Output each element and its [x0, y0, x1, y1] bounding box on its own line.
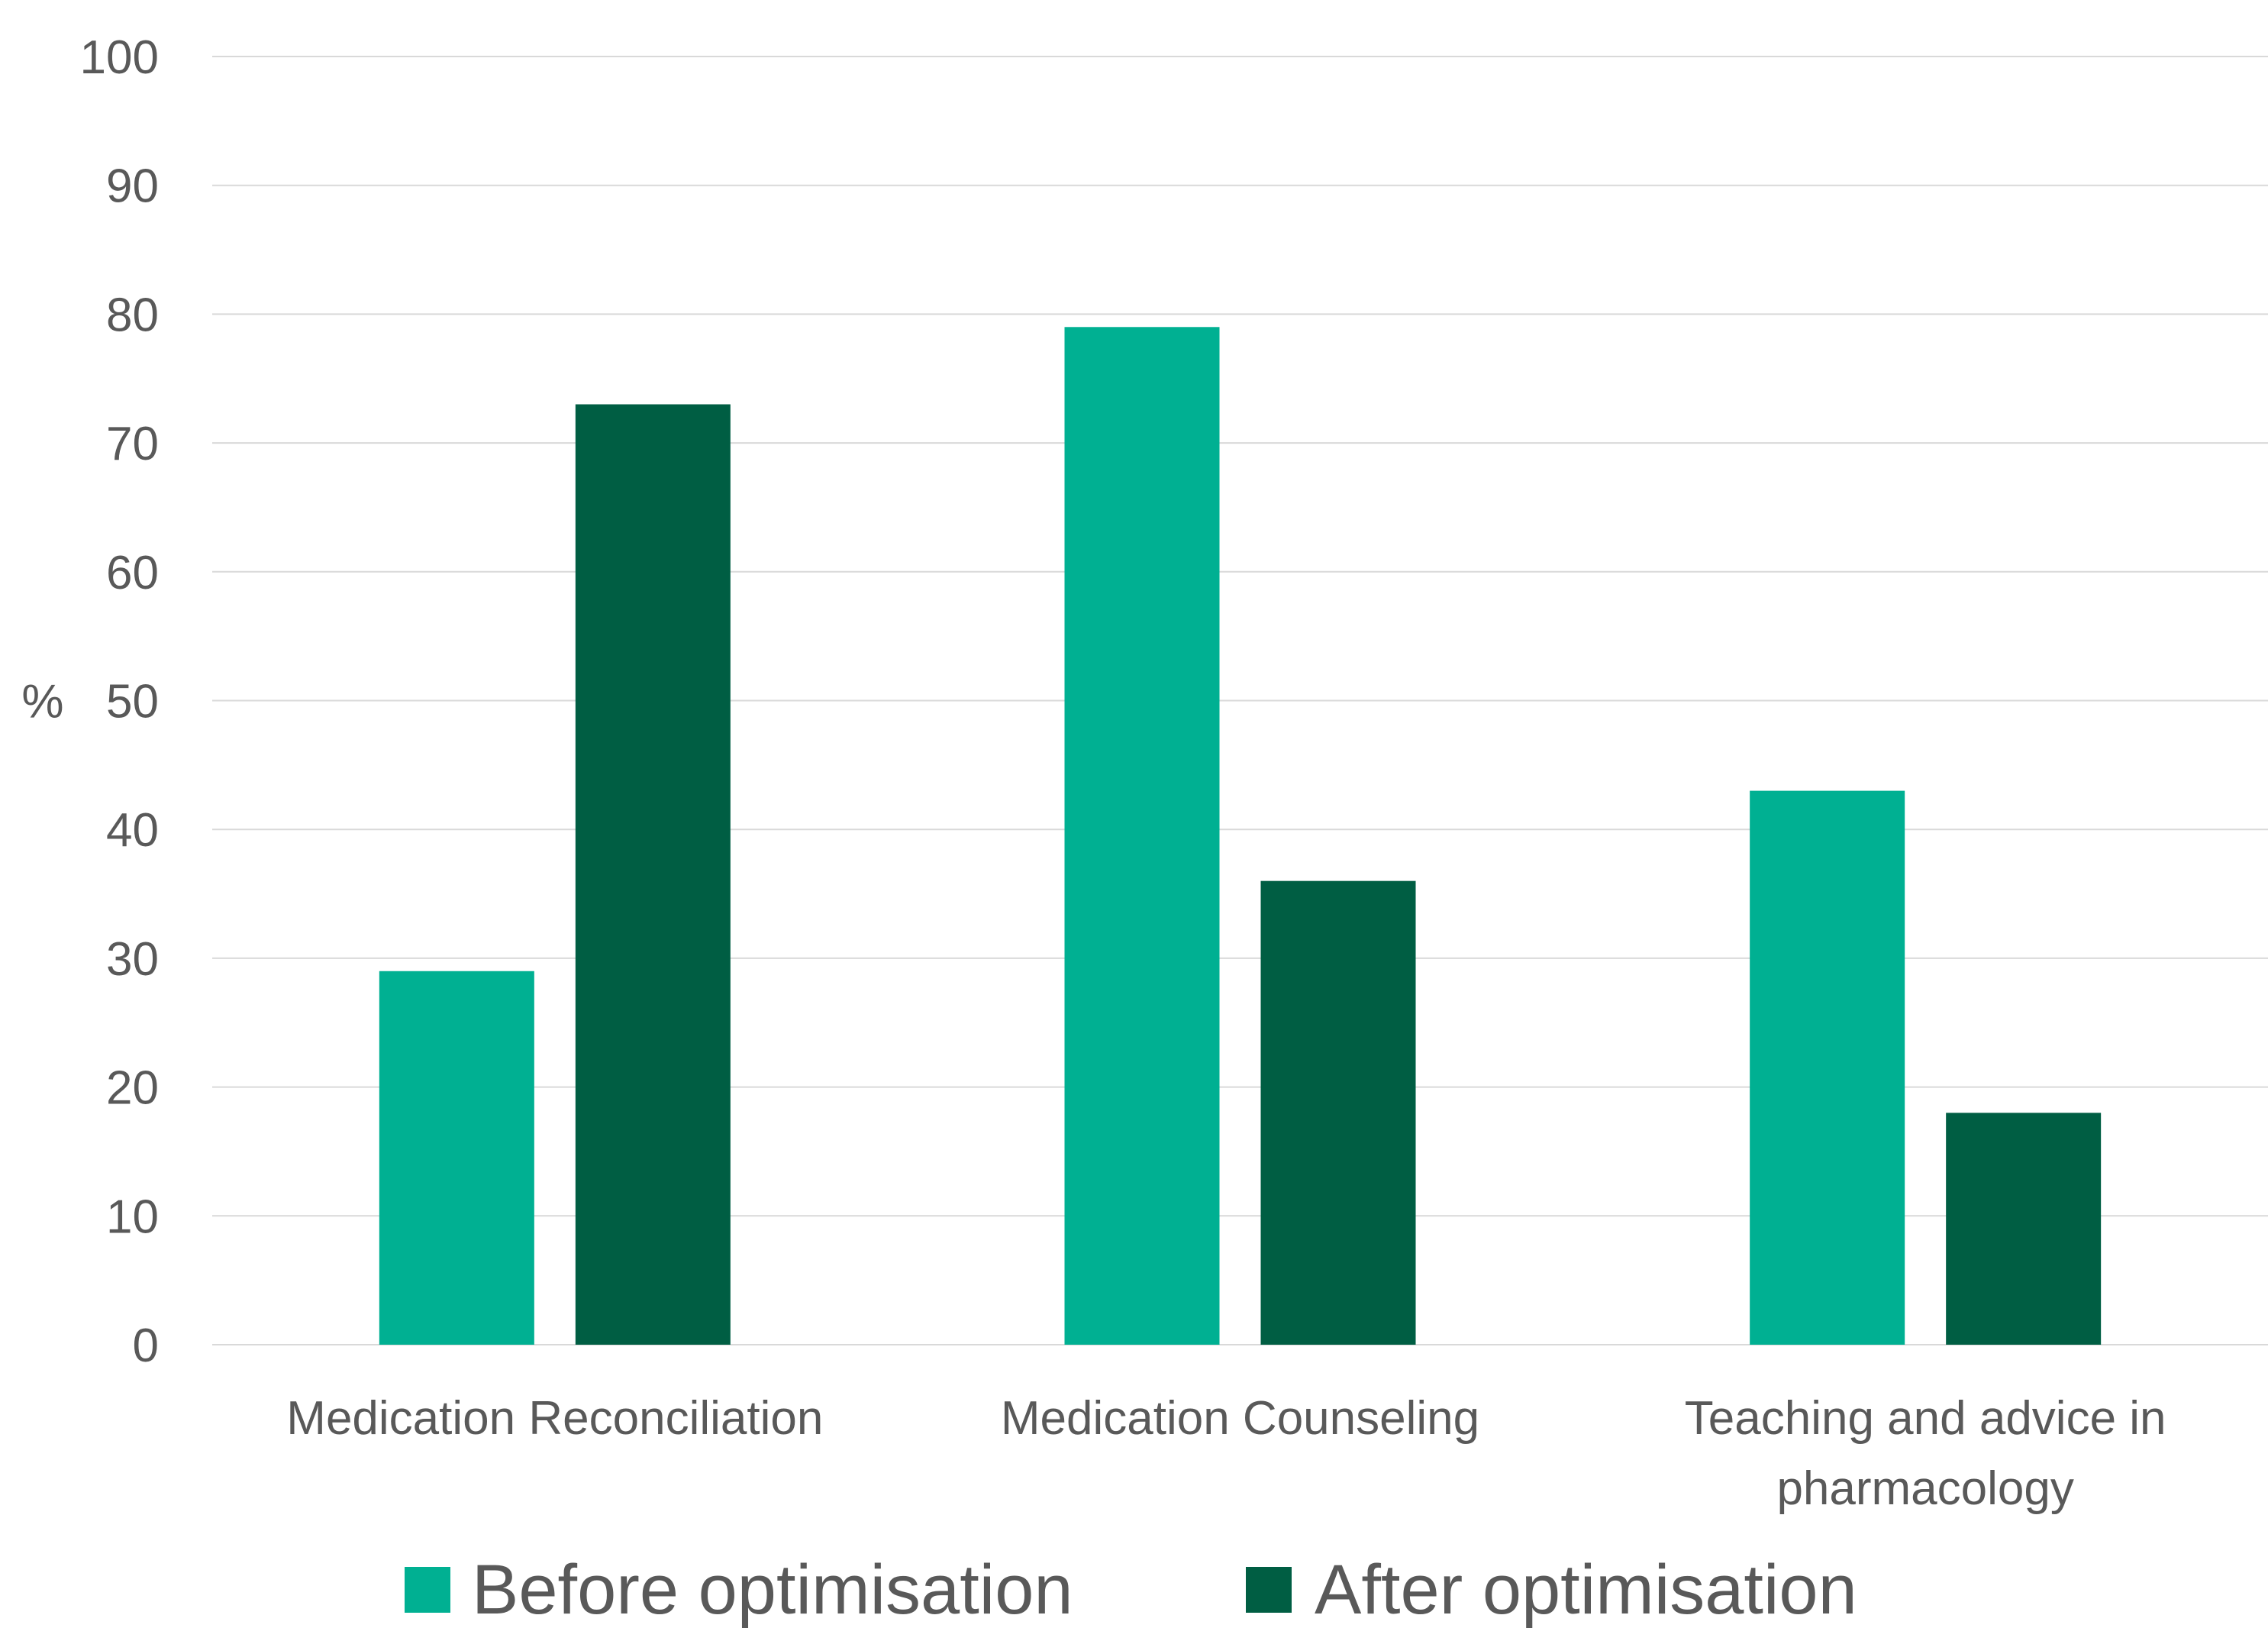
legend-swatch [405, 1567, 450, 1613]
y-tick-label: 60 [106, 547, 159, 599]
x-category-label: Medication Reconciliation [286, 1392, 823, 1445]
bar-after-0 [575, 404, 731, 1345]
y-tick-label: 30 [106, 933, 159, 986]
y-tick-label: 70 [106, 418, 159, 470]
x-category-label: pharmacology [1776, 1462, 2073, 1515]
y-axis-ticks: 0 10 20 30 40 50 60 70 80 90 100 [80, 31, 159, 1372]
legend: Before optimisation After optimisation [405, 1551, 1857, 1628]
y-tick-label: 40 [106, 804, 159, 857]
x-category-label: Teaching and advice in [1685, 1392, 2166, 1445]
bar-before-2 [1750, 790, 1905, 1345]
y-tick-label: 100 [80, 31, 159, 84]
y-tick-label: 20 [106, 1062, 159, 1115]
bar-before-0 [379, 971, 534, 1345]
bar-after-1 [1260, 880, 1416, 1345]
bar-after-2 [1946, 1113, 2102, 1345]
legend-label: After optimisation [1315, 1551, 1857, 1628]
y-tick-label: 50 [106, 676, 159, 728]
y-tick-label: 10 [106, 1190, 159, 1243]
y-tick-label: 80 [106, 289, 159, 341]
x-category-label: Medication Counseling [1001, 1392, 1479, 1445]
x-axis-labels: Medication Reconciliation Medication Coun… [286, 1392, 2166, 1515]
legend-label: Before optimisation [472, 1551, 1073, 1628]
y-axis-title: % [21, 676, 63, 728]
y-tick-label: 90 [106, 160, 159, 213]
bar-before-1 [1064, 327, 1220, 1345]
y-tick-label: 0 [133, 1320, 159, 1372]
gridlines [212, 56, 2268, 1345]
legend-swatch [1246, 1567, 1292, 1613]
bars [379, 327, 2102, 1345]
